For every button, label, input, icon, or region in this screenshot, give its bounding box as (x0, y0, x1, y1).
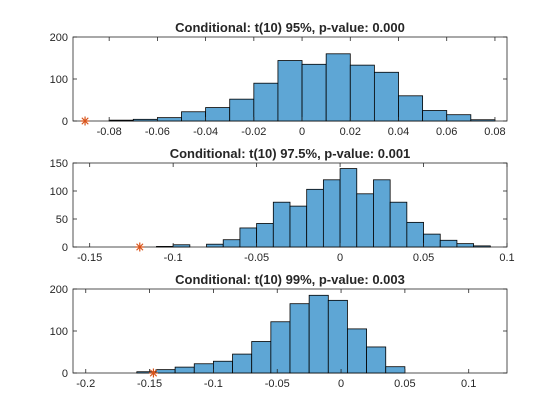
panel-title: Conditional: t(10) 95%, p-value: 0.000 (175, 20, 405, 35)
histogram-bar (251, 341, 272, 374)
histogram-bar (277, 60, 303, 122)
x-tick-label: -0.15 (137, 378, 162, 390)
histogram-panel-97-5: -0.15 -0.1 -0.05 0 0.05 0.1 0 50 100 150 Conditio… (50, 146, 515, 264)
histogram-bar (347, 328, 367, 374)
histogram-bar (156, 246, 174, 248)
histogram-panel-99: -0.2 -0.15 -0.1 -0.05 0 0.05 0.1 0 100 200 Condit… (50, 272, 508, 390)
x-tick-label: -0.02 (241, 126, 266, 138)
x-tick-label: 0 (337, 252, 343, 264)
histogram-bar (301, 63, 327, 122)
x-tick-label: 0 (338, 378, 344, 390)
histogram-bar (232, 353, 253, 374)
observed-statistic-marker (135, 242, 145, 252)
x-tick-label: -0.05 (244, 252, 269, 264)
histogram-bar (289, 303, 310, 374)
bars-group (156, 168, 491, 248)
histogram-bar (339, 168, 358, 248)
histogram-bar (385, 366, 406, 374)
histogram-bar (356, 193, 374, 248)
histogram-bar (222, 239, 241, 248)
y-tick-label: 100 (50, 186, 68, 198)
histogram-bar (325, 53, 351, 122)
ticks-group: -0.2 -0.15 -0.1 -0.05 0 0.05 0.1 0 100 200 (50, 284, 507, 390)
histogram-panel-95: -0.08 -0.06 -0.04 -0.02 0 0.02 0.04 0.06 0.08 0 10… (50, 20, 508, 138)
histogram-bar (270, 321, 291, 374)
histogram-bar (156, 117, 182, 122)
panel-title: Conditional: t(10) 99%, p-value: 0.003 (175, 272, 405, 287)
histogram-bar (456, 243, 475, 248)
histogram-bar (172, 244, 191, 248)
histogram-bar (272, 201, 291, 248)
y-tick-label: 200 (50, 32, 68, 44)
histogram-bar (373, 179, 391, 248)
x-tick-label: 0 (299, 126, 305, 138)
y-tick-label: 200 (50, 284, 68, 296)
histogram-bar (181, 111, 207, 122)
histogram-bar (229, 98, 255, 122)
bars-group (108, 53, 496, 122)
x-tick-label: 0.1 (499, 252, 514, 264)
y-tick-label: 100 (50, 74, 68, 86)
histogram-bar (439, 239, 458, 248)
observed-statistic-marker (148, 368, 158, 378)
x-tick-label: 0.05 (413, 252, 434, 264)
ticks-group: -0.08 -0.06 -0.04 -0.02 0 0.02 0.04 0.06 0.08 0 10… (50, 32, 507, 138)
histogram-bar (174, 366, 195, 374)
x-tick-label: 0.05 (394, 378, 415, 390)
ticks-group: -0.15 -0.1 -0.05 0 0.05 0.1 0 50 100 150 (50, 158, 515, 264)
histogram-bar (446, 114, 472, 122)
x-tick-label: -0.05 (265, 378, 290, 390)
histogram-bar (406, 221, 424, 248)
y-tick-label: 150 (50, 158, 68, 170)
x-tick-label: -0.08 (97, 126, 122, 138)
x-tick-label: 0.04 (388, 126, 409, 138)
y-tick-label: 50 (56, 214, 68, 226)
x-tick-label: -0.1 (204, 378, 223, 390)
y-tick-label: 100 (50, 326, 68, 338)
x-tick-label: -0.1 (164, 252, 183, 264)
histogram-bar (205, 107, 231, 122)
histogram-bar (155, 369, 176, 374)
x-tick-label: 0.08 (484, 126, 505, 138)
histogram-bar (470, 119, 496, 122)
histogram-bar (256, 223, 274, 248)
x-tick-label: -0.2 (76, 378, 95, 390)
y-tick-label: 0 (62, 116, 68, 128)
y-tick-label: 0 (62, 368, 68, 380)
markers-group (135, 242, 145, 252)
markers-group (80, 116, 90, 126)
histogram-bar (108, 119, 134, 122)
y-tick-label: 0 (62, 242, 68, 254)
histogram-bar (213, 360, 233, 374)
observed-statistic-marker (80, 116, 90, 126)
histogram-bar (239, 227, 258, 248)
histogram-bar (366, 346, 387, 374)
x-tick-label: -0.06 (145, 126, 170, 138)
histogram-bar (206, 243, 224, 248)
histogram-bar (308, 294, 329, 374)
bars-group (136, 294, 406, 374)
x-tick-label: -0.15 (77, 252, 102, 264)
x-tick-label: 0.1 (461, 378, 476, 390)
histogram-bar (289, 205, 308, 248)
histogram-bar (389, 201, 408, 248)
panel-title: Conditional: t(10) 97.5%, p-value: 0.001 (170, 146, 411, 161)
histogram-bar (398, 95, 424, 122)
x-tick-label: 0.06 (436, 126, 457, 138)
histogram-bar (473, 245, 491, 248)
histogram-bar (193, 363, 214, 374)
x-tick-label: -0.04 (193, 126, 218, 138)
histogram-bar (132, 118, 158, 122)
histogram-bar (373, 71, 399, 122)
histogram-bar (253, 82, 279, 122)
x-tick-label: 0.02 (340, 126, 361, 138)
histogram-bar (422, 110, 448, 122)
histogram-bar (423, 233, 441, 248)
histogram-bar (349, 64, 375, 122)
histogram-bar (306, 188, 324, 248)
histogram-bar (327, 299, 348, 374)
histogram-bar (322, 179, 341, 248)
markers-group (148, 368, 158, 378)
